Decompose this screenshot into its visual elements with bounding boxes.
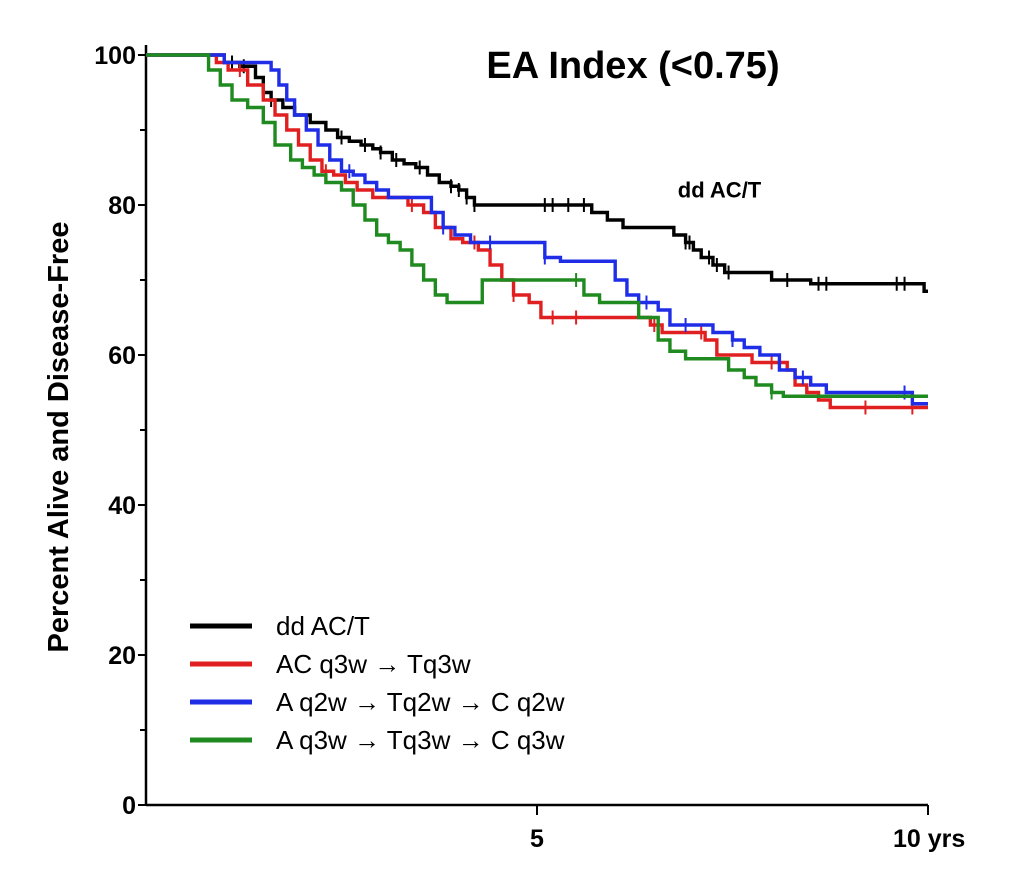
series-3 bbox=[146, 53, 928, 406]
series-annotation: dd AC/T bbox=[678, 178, 762, 203]
y-tick-label: 80 bbox=[108, 192, 136, 220]
series-layer bbox=[146, 53, 928, 415]
series-line bbox=[146, 53, 928, 398]
series-line bbox=[146, 53, 928, 406]
axes: 0 20 40 60 80 100 5 10 yrs bbox=[94, 42, 965, 853]
legend-label: dd AC/T bbox=[276, 611, 370, 641]
series-4 bbox=[146, 53, 928, 400]
y-tick-label: 0 bbox=[122, 792, 136, 820]
y-tick-label: 100 bbox=[94, 42, 136, 70]
y-tick-label: 20 bbox=[108, 642, 136, 670]
y-axis-label: Percent Alive and Disease-Free bbox=[43, 222, 75, 653]
chart-title: EA Index (<0.75) bbox=[486, 45, 779, 87]
y-tick-label: 40 bbox=[108, 492, 136, 520]
legend: dd AC/T AC q3w → Tq3w A q2w → Tq2w → C q2w… bbox=[190, 611, 565, 755]
legend-label: AC q3w → Tq3w bbox=[276, 649, 471, 679]
x-tick-label: 5 bbox=[530, 825, 544, 853]
y-tick-label: 60 bbox=[108, 342, 136, 370]
x-tick-label: 10 yrs bbox=[893, 825, 965, 853]
legend-label: A q2w → Tq2w → C q2w bbox=[276, 687, 565, 717]
legend-label: A q3w → Tq3w → C q3w bbox=[276, 725, 565, 755]
series-line bbox=[146, 53, 928, 293]
annotation-layer: dd AC/T bbox=[678, 178, 762, 203]
series-line bbox=[146, 53, 928, 410]
